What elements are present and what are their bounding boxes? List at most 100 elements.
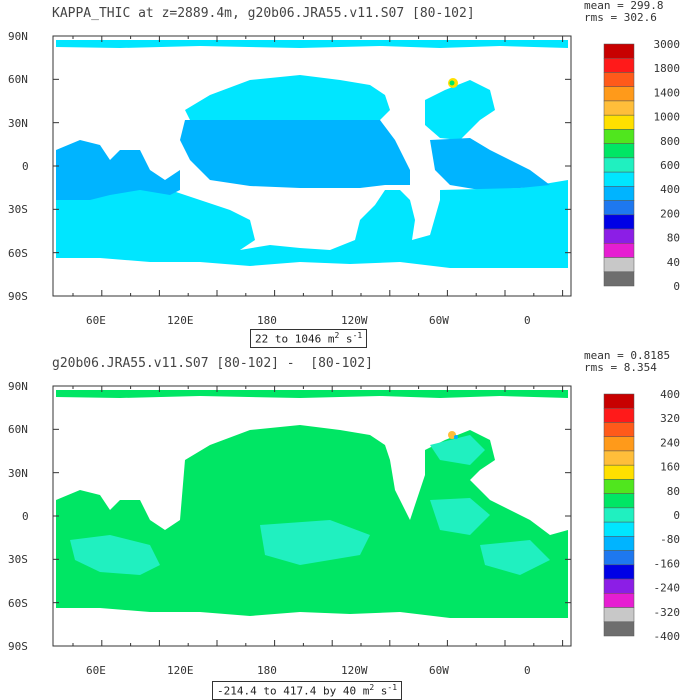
colorbar-swatch [603,72,635,87]
colorbar-swatch [603,43,635,59]
colorbar-swatch [603,200,635,216]
x-tick-label: 60E [86,314,106,327]
difference-field [56,390,568,618]
colorbar-swatch [603,143,635,159]
colorbar-label: -240 [654,582,681,595]
top-map-panel: KAPPA_THIC at z=2889.4m, g20b06.JRA55.v1… [8,0,681,348]
mean-value: mean = 299.8 [584,0,664,12]
y-tick-label: 60S [8,597,28,610]
colorbar-label: -160 [654,557,681,570]
x-tick-label: 60E [86,664,106,677]
x-tick-label: 180 [257,664,277,677]
colorbar-swatch [603,393,635,409]
range-units-s: s [339,332,353,346]
x-tick-label: 60W [429,314,449,327]
colorbar-label: 600 [660,159,680,172]
colorbar-swatch [603,228,635,244]
colorbar-swatch [603,621,635,637]
y-tick-label: 60S [8,247,28,260]
colorbar-label: -320 [654,606,681,619]
colorbar [603,43,635,287]
colorbar-label: 3000 [654,38,681,51]
colorbar-swatch [603,464,635,480]
colorbar-label: 1000 [654,111,681,124]
colorbar-labels: 400 320 240 160 80 0 -80 -160 -240 -320 … [654,388,681,643]
colorbar-swatch [603,100,635,116]
range-units-s: s [374,684,388,698]
colorbar-label: 240 [660,436,680,449]
y-axis: 90N 60N 30N 0 30S 60S 90S [8,30,29,303]
colorbar-label: 400 [660,183,680,196]
colorbar-label: 800 [660,135,680,148]
colorbar-label: 160 [660,461,680,474]
colorbar-swatch [603,157,635,173]
colorbar-label: 200 [660,207,680,220]
colorbar-label: 80 [667,485,680,498]
axis-ticks [53,35,571,297]
y-tick-label: 90N [8,380,28,393]
colorbar-label: -400 [654,630,681,643]
x-tick-label: 120W [341,314,368,327]
x-tick-label: 0 [524,664,531,677]
y-tick-label: 0 [22,510,29,523]
colorbar-swatch [603,407,635,423]
bottom-map-panel: g20b06.JRA55.v11.S07 [80-102] - [80-102]… [0,350,700,700]
colorbar-swatch [603,214,635,230]
x-axis: 60E 120E 180 120W 60W 0 [86,664,531,677]
x-axis: 60E 120E 180 120W 60W 0 [86,314,531,327]
y-axis: 90N 60N 30N 0 30S 60S 90S [8,380,29,653]
y-tick-label: 90N [8,30,28,43]
axis-ticks [53,385,571,647]
colorbar-swatch [603,564,635,580]
colorbar-swatch [603,171,635,187]
map-figure: 90N 60N 30N 0 30S 60S 90S 60E 120E 180 1… [8,30,681,327]
ocean-field [56,40,568,268]
x-tick-label: 60W [429,664,449,677]
colorbar-swatch [603,57,635,73]
colorbar-swatch [603,493,635,509]
colorbar-swatch [603,507,635,523]
colorbar-labels: 3000 1800 1400 1000 800 600 400 200 80 4… [654,38,681,293]
range-units-exp: -1 [352,331,363,340]
colorbar-swatch [603,271,635,287]
range-units-sup: 2 [369,683,375,692]
y-tick-label: 60N [8,73,28,86]
colorbar-label: 40 [667,256,680,269]
range-units-sup: 2 [334,331,340,340]
range-text: 22 to 1046 m [255,332,335,346]
y-tick-label: 30S [8,553,28,566]
map-figure: 90N 60N 30N 0 30S 60S 90S 60E 120E 180 1… [8,380,681,677]
range-caption: -214.4 to 417.4 by 40 m2 s-1 [212,681,403,700]
rms-value: rms = 302.6 [584,11,657,24]
mean-value: mean = 0.8185 [584,349,671,362]
rms-value: rms = 8.354 [584,361,657,374]
colorbar-swatch [603,521,635,537]
colorbar-swatch [603,450,635,466]
map-title: g20b06.JRA55.v11.S07 [80-102] - [80-102] [52,356,373,371]
y-tick-label: 90S [8,290,28,303]
colorbar-label: 400 [660,388,680,401]
colorbar-swatch [603,114,635,130]
map-title: KAPPA_THIC at z=2889.4m, g20b06.JRA55.v1… [52,6,475,21]
map-stats: mean = 0.8185 rms = 8.354 [584,350,670,374]
colorbar-swatch [603,536,635,551]
colorbar-swatch [603,479,635,494]
y-tick-label: 30S [8,203,28,216]
colorbar-swatch [603,422,635,437]
range-caption: 22 to 1046 m2 s-1 [250,329,368,348]
range-text: -214.4 to 417.4 by 40 m [217,684,370,698]
colorbar-swatch [603,243,635,258]
map-stats: mean = 299.8 rms = 302.6 [584,0,663,24]
x-tick-label: 0 [524,314,531,327]
x-tick-label: 180 [257,314,277,327]
y-tick-label: 30N [8,467,28,480]
y-tick-label: 30N [8,117,28,130]
range-units-exp: -1 [387,683,398,692]
colorbar-label: -80 [660,533,680,546]
x-tick-label: 120W [341,664,368,677]
colorbar-swatch [603,593,635,608]
colorbar-swatch [603,257,635,273]
colorbar-label: 80 [667,232,680,245]
colorbar-swatch [603,578,635,594]
colorbar-swatch [603,436,635,452]
